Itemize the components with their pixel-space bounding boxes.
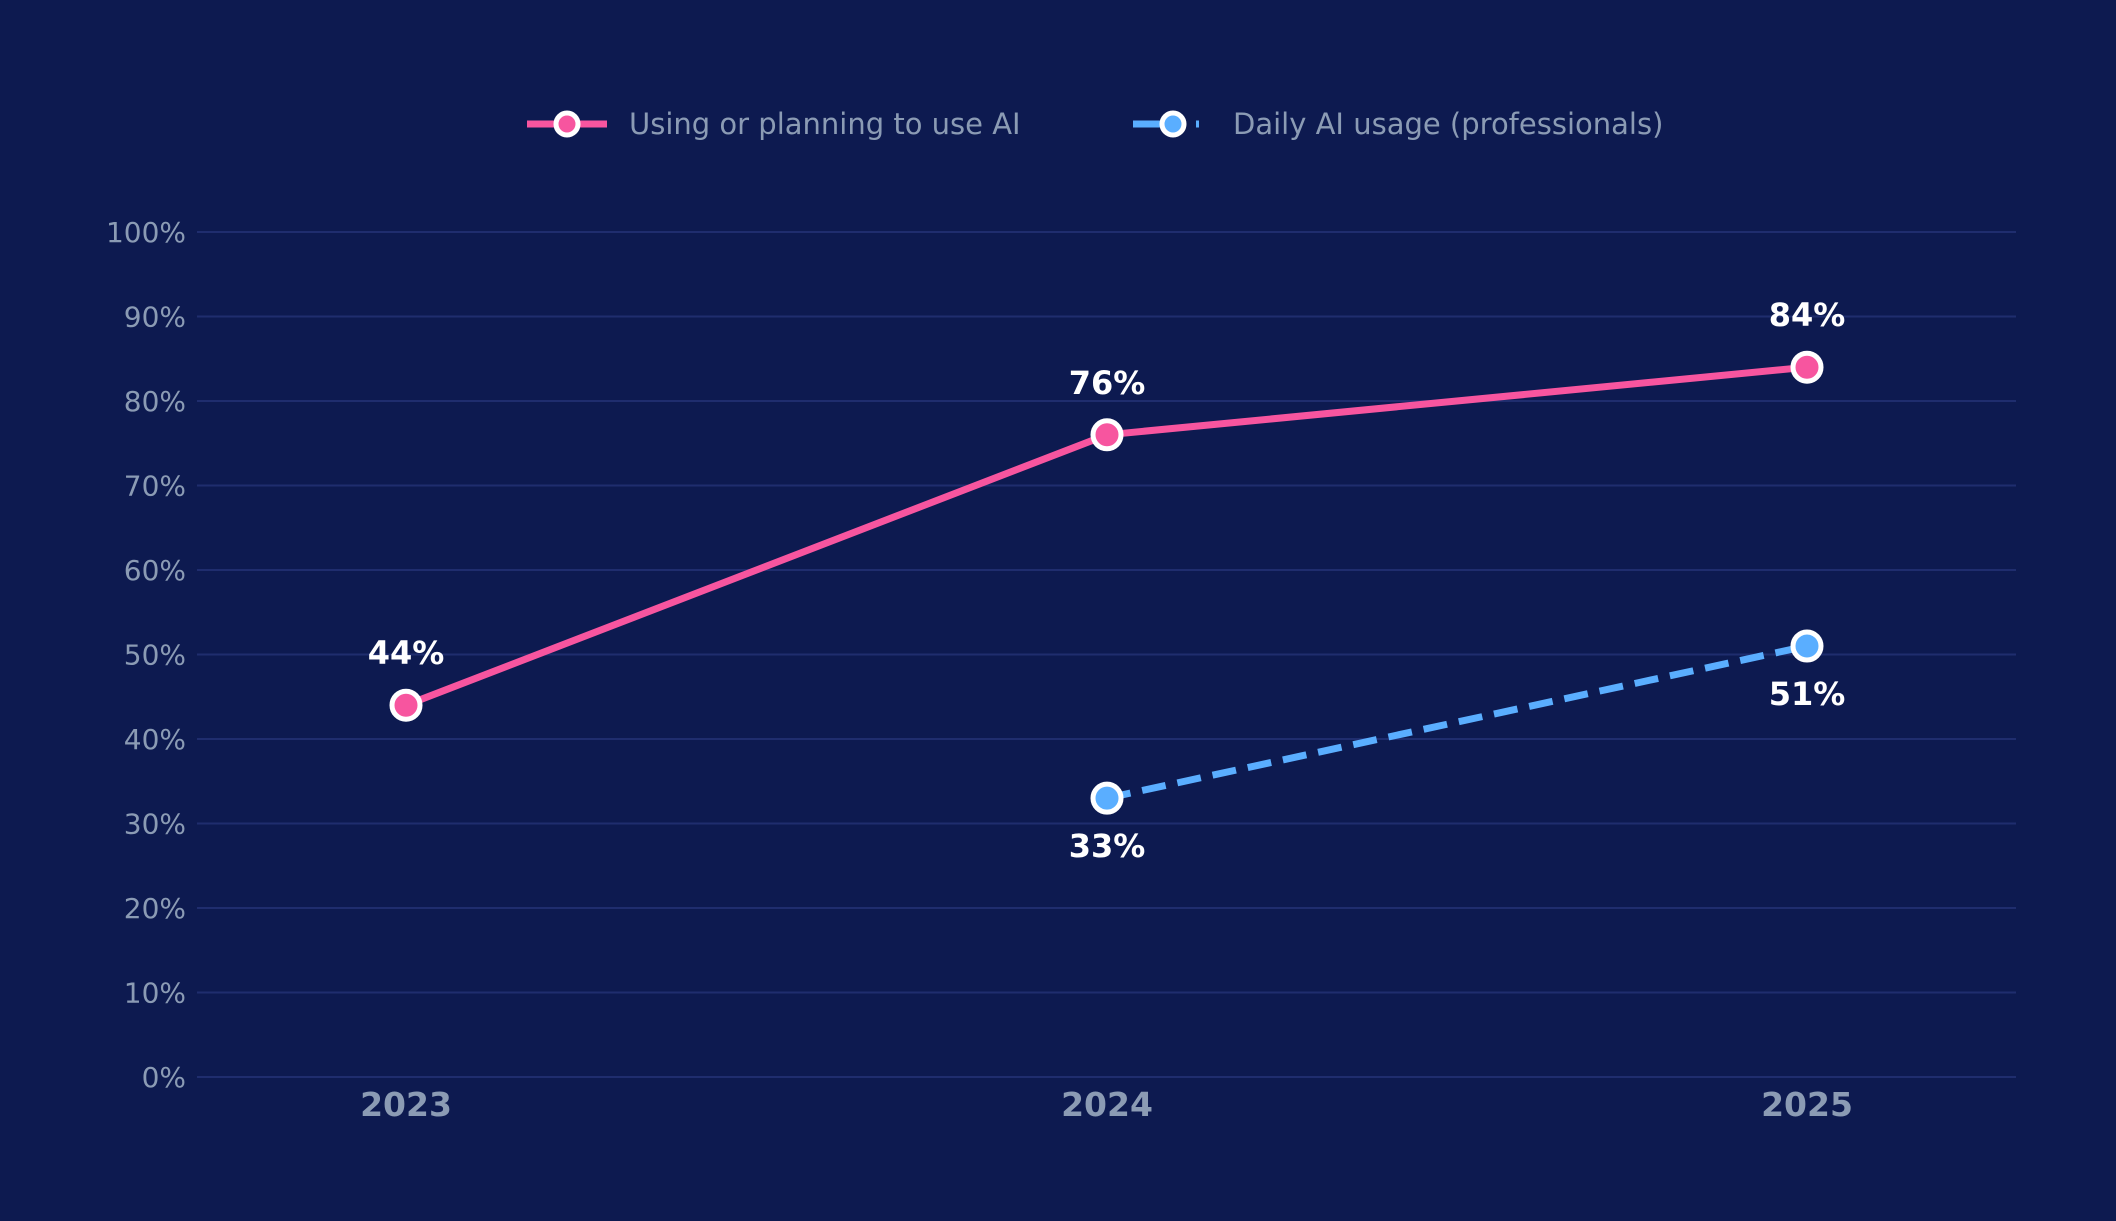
y-tick-label: 70% [124,470,186,503]
data-point [1790,350,1824,384]
y-tick-label: 10% [124,977,186,1010]
legend-entry: Using or planning to use AI [629,107,1021,141]
y-tick-label: 90% [124,301,186,334]
x-tick-label: 2025 [1761,1085,1853,1124]
data-point [389,688,423,722]
y-tick-label: 60% [124,554,186,587]
y-tick-label: 20% [124,892,186,925]
x-tick-label: 2024 [1061,1085,1153,1124]
data-label: 33% [1069,827,1146,865]
y-tick-label: 80% [124,385,186,418]
data-label: 44% [368,634,445,672]
data-label: 76% [1069,364,1146,402]
data-label: 84% [1769,296,1846,334]
data-label: 51% [1769,675,1846,713]
data-point [1090,418,1124,452]
x-tick-label: 2023 [360,1085,452,1124]
data-point [1790,629,1824,663]
y-tick-label: 100% [106,216,186,249]
data-point [1090,781,1124,815]
y-tick-label: 50% [124,639,186,672]
legend-marker-0 [553,110,581,138]
y-tick-label: 0% [142,1061,186,1094]
y-tick-label: 40% [124,723,186,756]
y-tick-label: 30% [124,808,186,841]
series-line-1 [1106,642,1808,802]
legend-entry: Daily AI usage (professionals) [1233,107,1663,141]
legend-marker-1 [1159,110,1187,138]
